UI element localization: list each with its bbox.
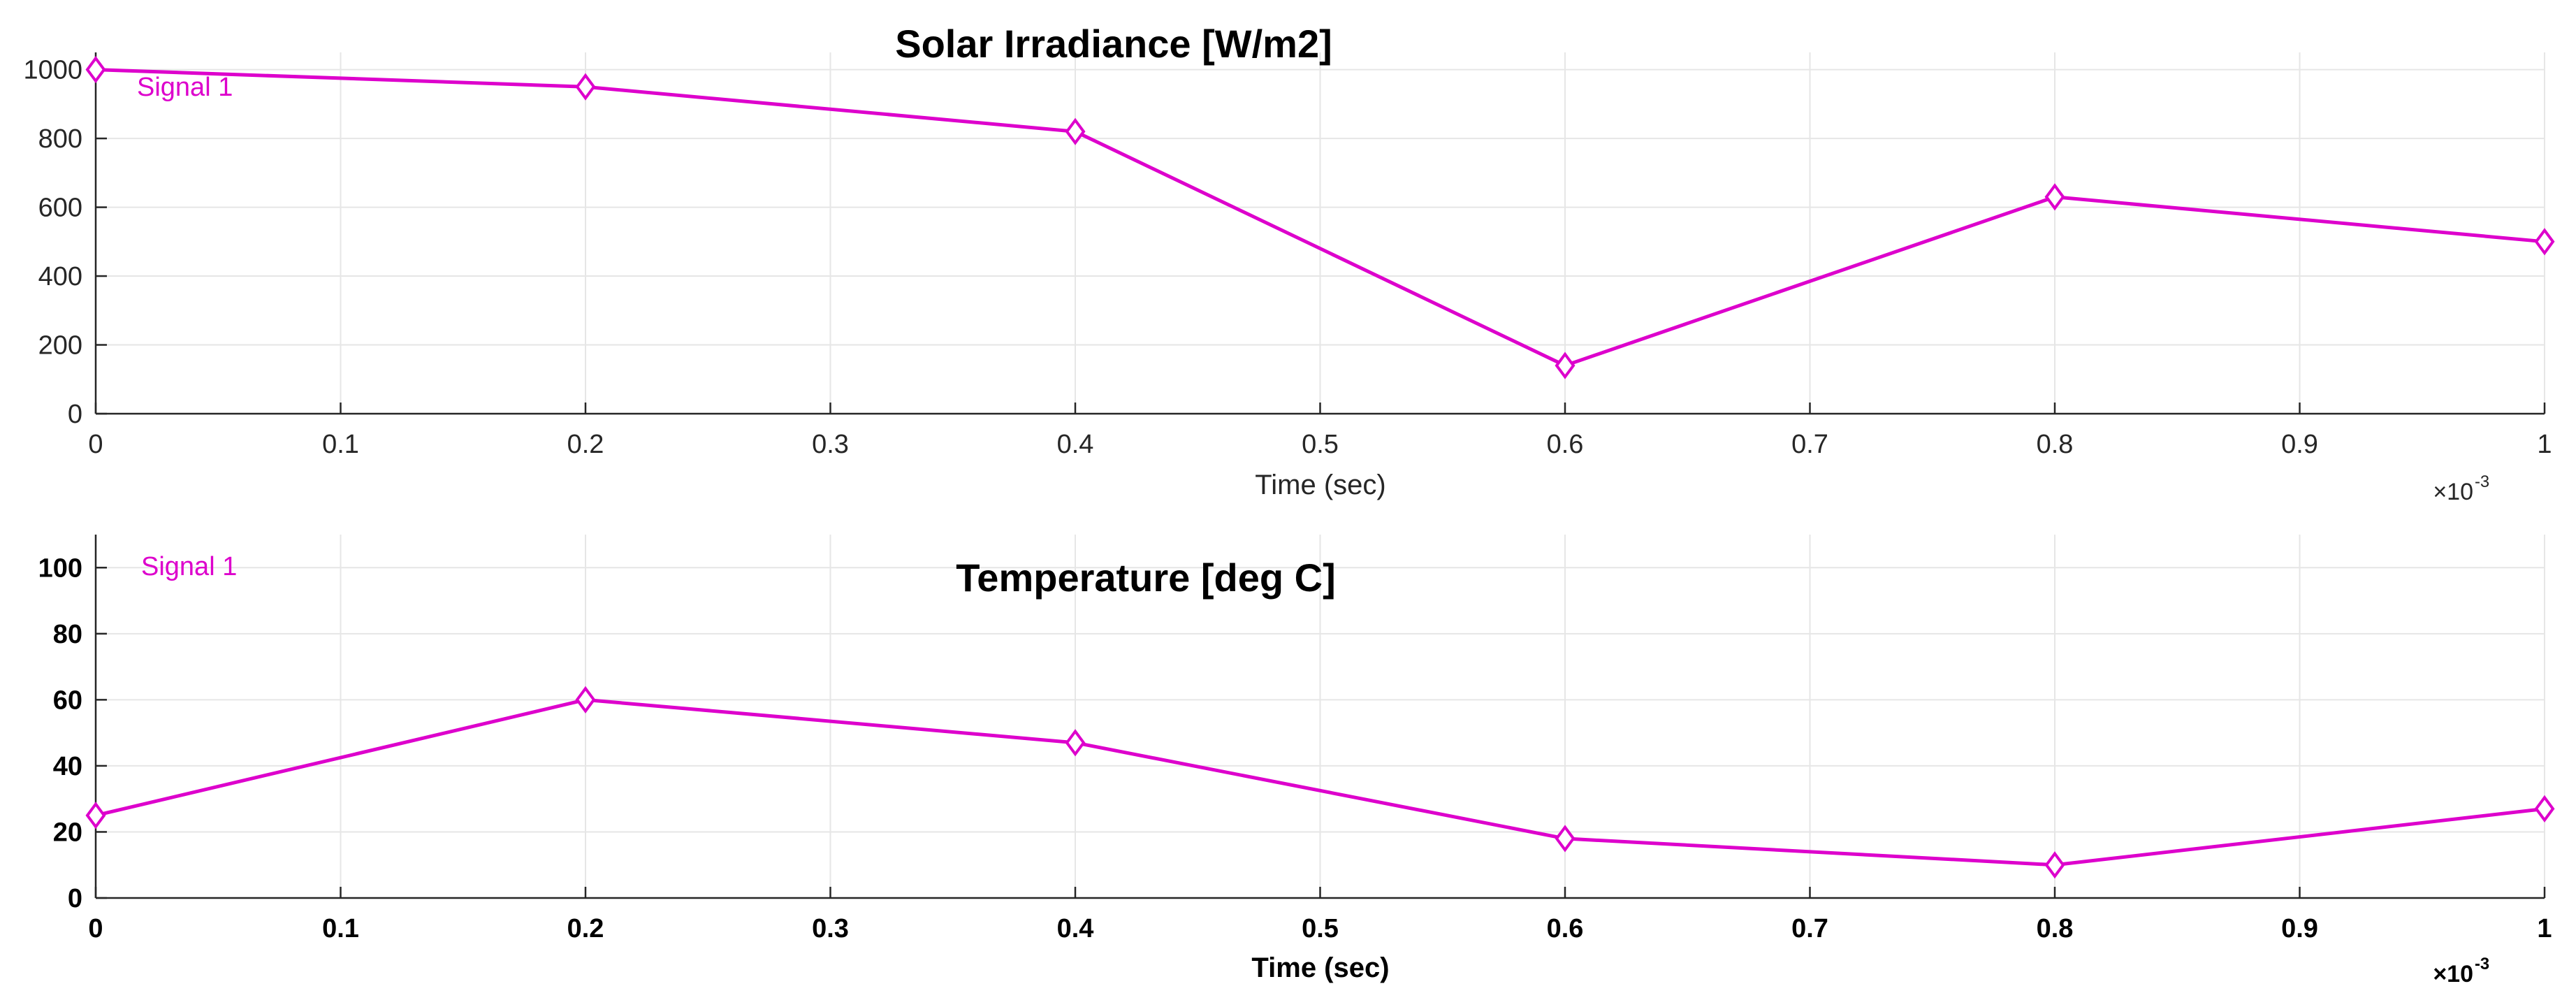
y-tick-label: 60 xyxy=(53,686,82,715)
y-tick-label: 0 xyxy=(68,400,82,429)
y-tick-label: 20 xyxy=(53,818,82,847)
data-point-marker xyxy=(575,686,596,713)
x-tick-label: 0.1 xyxy=(322,430,359,459)
temperature-plot: 0 0.1 0.2 0.3 0.4 0.5 0.6 0.7 0.8 0.9 1 0 20 40 60 80 10… xyxy=(38,535,2555,987)
x-tick-label: 0.2 xyxy=(567,430,604,459)
x-tick-label: 0.3 xyxy=(812,430,849,459)
x-tick-label: 0.1 xyxy=(322,914,359,943)
y-tick-label: 40 xyxy=(53,752,82,781)
series-line-signal-1 xyxy=(95,697,2545,867)
x-tick-label: 0.5 xyxy=(1302,430,1339,459)
x-tick-label: 1 xyxy=(2537,430,2552,459)
data-point-marker xyxy=(1555,352,1576,379)
data-point-marker xyxy=(1555,825,1576,853)
y-tick-label: 80 xyxy=(53,620,82,649)
x-tick-label: 0.7 xyxy=(1791,430,1828,459)
x-tick-label: 0.9 xyxy=(2281,430,2318,459)
x-tick-label: 0.8 xyxy=(2037,914,2074,943)
solar-irradiance-plot: 0 0.1 0.2 0.3 0.4 0.5 0.6 0.7 0.8 0.9 1 0 200 400 600 8… xyxy=(23,22,2555,505)
y-tick-label: 400 xyxy=(38,262,82,291)
x-axis-label: Time (sec) xyxy=(1251,952,1389,983)
chart-title: Temperature [deg C] xyxy=(956,556,1335,600)
data-point-marker xyxy=(1065,117,1086,145)
y-tick-label: 600 xyxy=(38,194,82,223)
legend-label: Signal 1 xyxy=(137,73,233,102)
y-tick-label: 200 xyxy=(38,331,82,361)
x-axis-label: Time (sec) xyxy=(1255,470,1385,500)
x-exponent-superscript: -3 xyxy=(2475,472,2489,491)
data-point-marker xyxy=(575,73,596,101)
x-tick-label: 0.4 xyxy=(1057,914,1094,943)
y-tick-label: 0 xyxy=(68,884,82,913)
x-exponent-multiplier: ×10 xyxy=(2433,961,2473,987)
data-point-marker xyxy=(2534,795,2555,823)
data-point-marker xyxy=(2044,183,2065,211)
series-line-signal-1 xyxy=(95,68,2545,368)
x-tick-label: 0 xyxy=(88,914,103,943)
data-point-marker xyxy=(1065,729,1086,757)
x-tick-label: 0.6 xyxy=(1547,430,1584,459)
x-tick-label: 0.4 xyxy=(1057,430,1094,459)
data-point-marker xyxy=(2044,851,2065,879)
chart-title: Solar Irradiance [W/m2] xyxy=(895,22,1332,66)
y-tick-label: 800 xyxy=(38,124,82,154)
data-point-marker xyxy=(85,56,106,84)
x-tick-label: 0.7 xyxy=(1791,914,1828,943)
x-tick-label: 0.9 xyxy=(2281,914,2318,943)
y-tick-label: 100 xyxy=(38,553,82,583)
x-exponent-superscript: -3 xyxy=(2475,955,2489,973)
data-point-marker xyxy=(85,802,106,829)
data-point-marker xyxy=(2534,228,2555,256)
x-exponent-multiplier: ×10 xyxy=(2433,479,2473,505)
legend-label: Signal 1 xyxy=(141,552,237,581)
x-tick-label: 0 xyxy=(88,430,103,459)
x-tick-label: 0.2 xyxy=(567,914,604,943)
y-tick-label: 1000 xyxy=(23,56,82,85)
x-tick-label: 0.8 xyxy=(2037,430,2074,459)
x-tick-label: 0.3 xyxy=(812,914,849,943)
x-tick-label: 1 xyxy=(2537,914,2552,943)
x-tick-label: 0.5 xyxy=(1302,914,1339,943)
x-tick-label: 0.6 xyxy=(1547,914,1584,943)
